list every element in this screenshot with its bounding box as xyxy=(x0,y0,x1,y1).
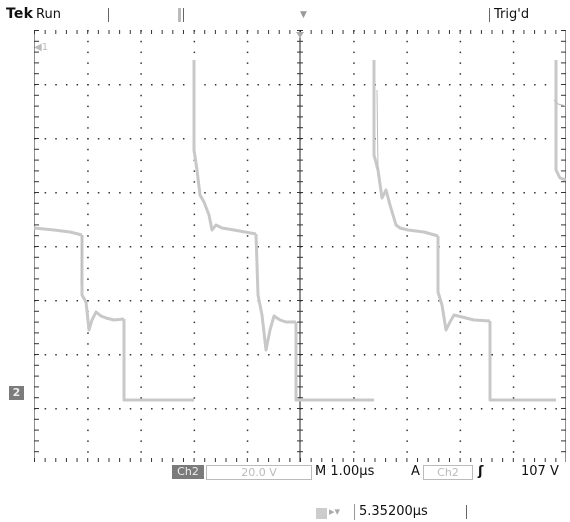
arrow-right-icon: ▸▾ xyxy=(329,505,341,518)
ch1-marker-icon: ◀1 xyxy=(34,42,49,53)
channel-label: Ch2 xyxy=(172,465,204,479)
readout-panel: Ch2 20.0 V M 1.00µs A Ch2 ʃ 107 V ▸▾ 5.3… xyxy=(0,464,570,522)
graticule-dots xyxy=(34,30,566,462)
waveform-display xyxy=(34,30,566,462)
record-window-left xyxy=(178,8,181,22)
trigger-status: Trig'd xyxy=(494,7,530,22)
timebase-readout: M 1.00µs xyxy=(315,464,375,479)
fine-spikes xyxy=(80,89,566,286)
record-bar-left xyxy=(108,8,109,22)
status-bar: Tek Run ▼ Trig'd xyxy=(0,0,570,30)
volts-per-div: 20.0 V xyxy=(206,465,312,480)
readout-divider xyxy=(466,505,467,519)
ch2-ground-marker: 2 xyxy=(9,386,24,400)
run-status: Run xyxy=(36,7,61,22)
trigger-position-icon xyxy=(316,508,327,519)
trigger-mode: A xyxy=(411,464,420,479)
rising-edge-icon: ʃ xyxy=(478,464,484,479)
waveform-trace xyxy=(34,60,566,402)
brand-label: Tek xyxy=(6,6,34,22)
record-bar-right xyxy=(489,8,490,22)
trigger-position-readout: 5.35200µs xyxy=(354,504,455,520)
trigger-position-marker-icon: ▼ xyxy=(300,10,307,20)
record-window-right xyxy=(183,8,184,22)
trigger-source: Ch2 xyxy=(423,465,473,480)
trigger-level: 107 V xyxy=(521,464,559,479)
